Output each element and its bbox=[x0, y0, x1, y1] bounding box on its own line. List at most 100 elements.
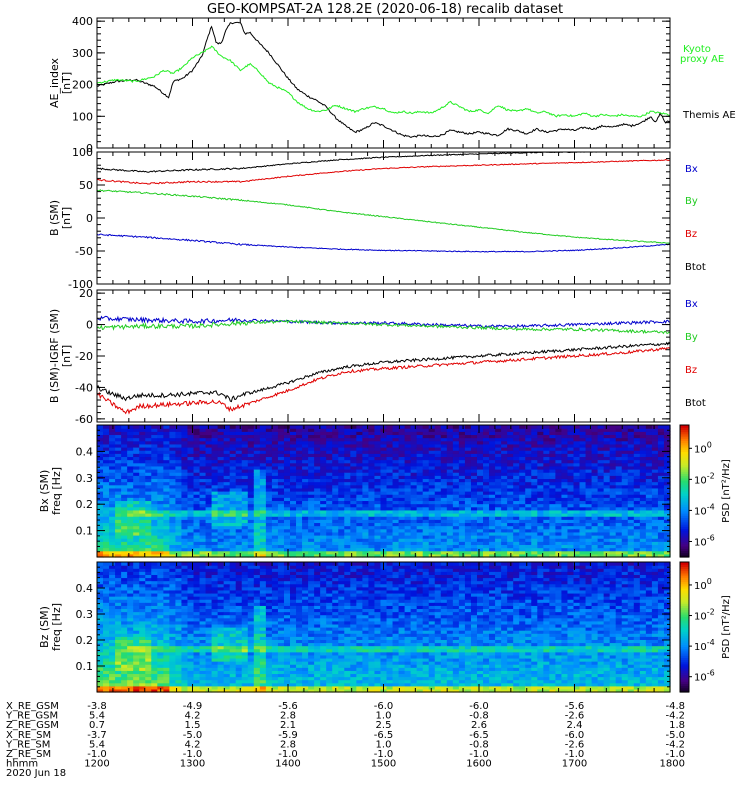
spectrogram-cell bbox=[302, 443, 309, 448]
spectrogram-cell bbox=[253, 550, 261, 555]
spectrogram-cell bbox=[464, 547, 472, 552]
spectrogram-cell bbox=[103, 535, 110, 539]
spectrogram-cell bbox=[259, 484, 267, 489]
spectrogram-cell bbox=[283, 481, 291, 486]
spectrogram-cell bbox=[320, 497, 327, 502]
spectrogram-cell bbox=[615, 475, 623, 480]
spectrogram-cell bbox=[181, 547, 189, 552]
spectrogram-cell bbox=[259, 478, 267, 483]
spectrogram-cell bbox=[229, 516, 237, 520]
spectrogram-cell bbox=[290, 453, 297, 458]
spectrogram-cell bbox=[115, 577, 122, 582]
spectrogram-cell bbox=[139, 583, 146, 588]
spectrogram-cell bbox=[302, 519, 309, 524]
colorbar-segment bbox=[680, 537, 689, 540]
spectrogram-cell bbox=[109, 661, 116, 665]
spectrogram-cell bbox=[127, 509, 134, 514]
spectrogram-cell bbox=[495, 431, 502, 436]
spectrogram-cell bbox=[470, 553, 478, 558]
spectrogram-cell bbox=[332, 450, 339, 454]
spectrogram-cell bbox=[464, 509, 472, 514]
spectrogram-cell bbox=[410, 428, 418, 432]
spectrogram-cell bbox=[121, 605, 128, 610]
spectrogram-cell bbox=[615, 544, 623, 549]
spectrogram-cell bbox=[229, 506, 237, 511]
spectrogram-cell bbox=[115, 664, 122, 668]
spectrogram-cell bbox=[139, 478, 146, 483]
spectrogram-cell bbox=[639, 462, 647, 467]
spectrogram-cell bbox=[290, 538, 297, 542]
spectrogram-cell bbox=[573, 456, 581, 461]
spectrogram-cell bbox=[169, 553, 177, 558]
spectrogram-cell bbox=[446, 522, 454, 527]
spectrogram-cell bbox=[139, 538, 146, 542]
spectrogram-cell bbox=[639, 550, 647, 555]
spectrogram-cell bbox=[440, 503, 448, 508]
spectrogram-cell bbox=[657, 465, 665, 470]
spectrogram-cell bbox=[97, 453, 104, 458]
spectrogram-cell bbox=[223, 513, 231, 517]
spectrogram-cell bbox=[386, 516, 394, 520]
spectrogram-cell bbox=[259, 437, 267, 442]
spectrogram-cell bbox=[537, 478, 544, 483]
spectrogram-cell bbox=[410, 443, 418, 448]
spectrogram-cell bbox=[507, 535, 514, 539]
spectrogram-cell bbox=[157, 487, 164, 492]
spectrogram-cell bbox=[217, 538, 225, 542]
spectrogram-cell bbox=[386, 462, 394, 467]
spectrogram-cell bbox=[597, 503, 605, 508]
spectrogram-cell bbox=[410, 491, 418, 495]
spectrogram-cell bbox=[386, 440, 394, 445]
spectrogram-cell bbox=[127, 497, 134, 502]
spectrogram-cell bbox=[416, 484, 424, 489]
spectrogram-cell bbox=[103, 636, 110, 640]
spectrogram-cell bbox=[115, 679, 122, 684]
spectrogram-cell bbox=[657, 425, 665, 429]
spectrogram-cell bbox=[308, 478, 315, 483]
spectrogram-cell bbox=[531, 544, 538, 549]
spectrogram-cell bbox=[663, 541, 671, 546]
spectrogram-cell bbox=[115, 550, 122, 555]
spectrogram-cell bbox=[271, 443, 279, 448]
spectrogram-cell bbox=[223, 472, 231, 476]
spectrogram-cell bbox=[151, 481, 158, 486]
spectrogram-cell bbox=[657, 522, 665, 527]
legend-entry: Bz bbox=[685, 229, 697, 240]
spectrogram-cell bbox=[115, 503, 122, 508]
spectrogram-cell bbox=[151, 525, 158, 530]
spectrogram-cell bbox=[235, 544, 243, 549]
spectrogram-cell bbox=[392, 531, 400, 536]
spectrogram-cell bbox=[633, 428, 641, 432]
spectrogram-cell bbox=[103, 562, 110, 566]
spectrogram-cell bbox=[139, 673, 146, 678]
spectrogram-cell bbox=[187, 525, 195, 530]
spectrogram-cell bbox=[145, 676, 152, 681]
spectrogram-cell bbox=[290, 462, 297, 467]
spectrogram-cell bbox=[193, 497, 201, 502]
spectrogram-cell bbox=[121, 525, 128, 530]
spectrogram-cell bbox=[223, 535, 231, 539]
spectrogram-cell bbox=[97, 633, 104, 637]
spectrogram-cell bbox=[495, 487, 502, 492]
spectrogram-cell bbox=[386, 500, 394, 505]
spectrogram-cell bbox=[97, 535, 104, 539]
spectrogram-cell bbox=[489, 513, 496, 517]
spectrogram-cell bbox=[139, 550, 146, 555]
spectrogram-cell bbox=[368, 547, 376, 552]
spectrogram-cell bbox=[127, 472, 134, 476]
spectrogram-cell bbox=[416, 425, 424, 429]
spectrogram-cell bbox=[621, 437, 629, 442]
spectrogram-cell bbox=[513, 459, 520, 464]
spectrogram-cell bbox=[446, 503, 454, 508]
spectrogram-cell bbox=[109, 497, 116, 502]
spectrogram-cell bbox=[651, 503, 659, 508]
spectrogram-cell bbox=[344, 459, 351, 464]
spectrogram-cell bbox=[139, 679, 146, 684]
spectrogram-cell bbox=[109, 623, 116, 628]
spectrogram-cell bbox=[314, 494, 321, 498]
spectrogram-cell bbox=[657, 509, 665, 514]
spectrogram-cell bbox=[657, 503, 665, 508]
spectrogram-cell bbox=[615, 443, 623, 448]
spectrogram-cell bbox=[633, 500, 641, 505]
spectrogram-cell bbox=[121, 484, 128, 489]
